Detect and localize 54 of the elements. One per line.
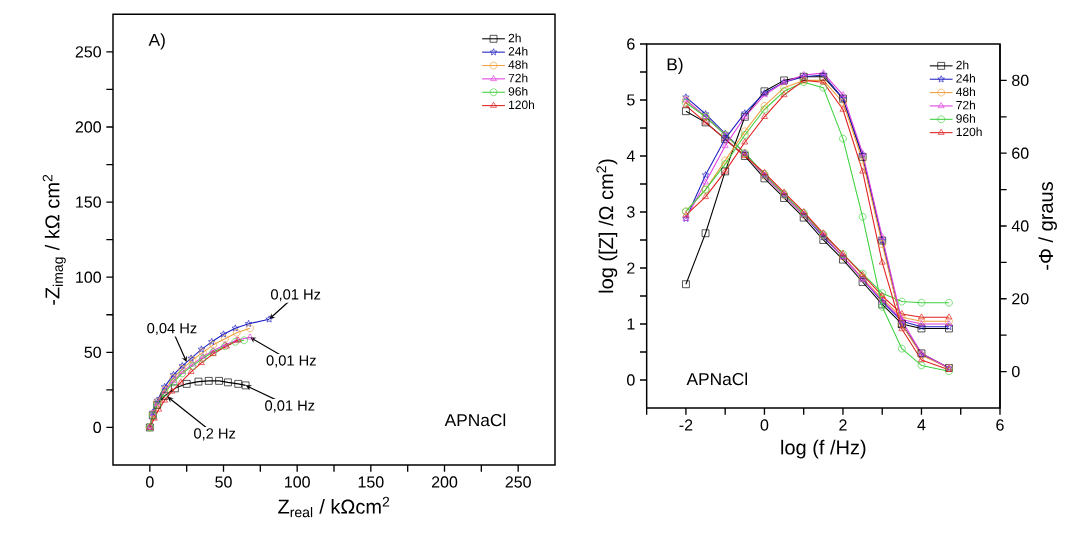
x-axis-title: log (f /Hz) xyxy=(781,439,866,459)
legend-label: 72h xyxy=(956,100,975,110)
legend-label: 120h xyxy=(956,127,982,137)
x-tick-label: 6 xyxy=(996,419,1004,431)
y-tick-label: 0 xyxy=(627,374,635,386)
annotation: A) xyxy=(148,33,165,50)
x-tick-label: 50 xyxy=(215,476,232,488)
x-tick-label: 0 xyxy=(146,476,154,488)
y-tick-label: 50 xyxy=(84,346,102,358)
y2-tick-label: 40 xyxy=(1011,220,1029,232)
y-tick-label: 100 xyxy=(76,271,101,283)
annotation: 0,01 Hz xyxy=(270,289,321,302)
legend-label: 48h xyxy=(508,60,528,69)
legend-label: 120h xyxy=(509,100,535,110)
legend-label: 24h xyxy=(508,46,528,56)
x-tick-label: 0 xyxy=(760,419,769,431)
x-tick-label: 4 xyxy=(917,419,926,431)
legend-label: 2h xyxy=(508,33,521,43)
x-tick-label: 200 xyxy=(431,476,458,488)
legend-label: 2h xyxy=(956,60,969,70)
legend-label: 48h xyxy=(956,87,975,97)
y-tick-label: 4 xyxy=(626,150,635,162)
x-tick-label: 150 xyxy=(358,476,384,488)
y-axis-title: log ([Z] /Ω cm$^{2}$) xyxy=(596,159,618,293)
y-tick-label: 6 xyxy=(627,38,635,50)
x-tick-label: 250 xyxy=(505,476,531,488)
annotation: 0,2 Hz xyxy=(194,428,236,441)
y2-tick-label: 60 xyxy=(1012,147,1029,159)
y-tick-label: 2 xyxy=(627,262,635,274)
legend-label: 72h xyxy=(508,73,528,83)
x-tick-label: 2 xyxy=(839,419,847,431)
annotation: APNaCl xyxy=(444,413,506,427)
annotation: 0,01 Hz xyxy=(266,355,316,368)
y-axis-title: -Z$_{imag}$ / kΩ cm$^{2}$ xyxy=(42,174,66,305)
y-tick-label: 5 xyxy=(627,94,635,106)
annotation: B) xyxy=(667,57,683,74)
y-tick-label: 250 xyxy=(75,46,101,58)
legend-label: 96h xyxy=(508,86,528,96)
y2-axis-title: -Φ / graus xyxy=(1038,182,1057,270)
y-tick-label: 200 xyxy=(75,121,101,133)
annotation: APNaCl xyxy=(686,372,747,386)
legend-label: 24h xyxy=(956,73,975,83)
x-tick-label: -2 xyxy=(679,419,693,431)
annotation: 0,01 Hz xyxy=(265,400,315,413)
y2-tick-label: 0 xyxy=(1011,365,1020,378)
annotation: 0,04 Hz xyxy=(147,322,197,336)
y-tick-label: 150 xyxy=(76,196,101,208)
y2-tick-label: 80 xyxy=(1012,74,1029,87)
x-axis-title: Z$_{real}$ / kΩcm$^{2}$ xyxy=(278,496,390,518)
y-tick-label: 3 xyxy=(627,206,635,218)
legend-label: 96h xyxy=(956,113,975,123)
x-tick-label: 100 xyxy=(285,476,310,488)
y2-tick-label: 20 xyxy=(1012,293,1029,305)
y-tick-label: 1 xyxy=(627,318,635,330)
